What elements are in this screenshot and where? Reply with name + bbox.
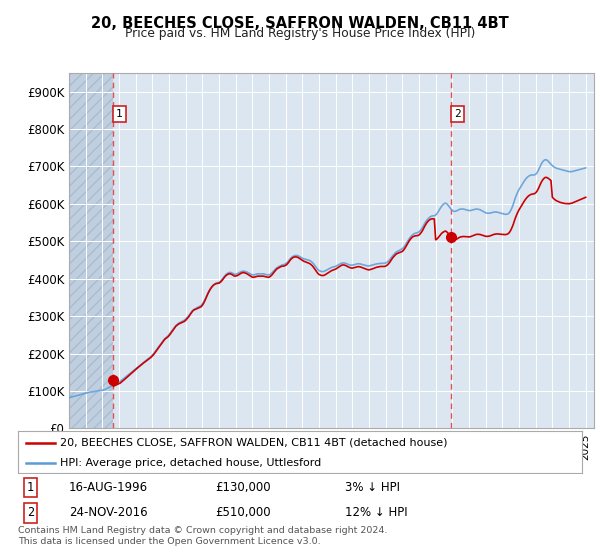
Text: 3% ↓ HPI: 3% ↓ HPI (345, 481, 400, 494)
Text: 2: 2 (27, 506, 34, 519)
Text: HPI: Average price, detached house, Uttlesford: HPI: Average price, detached house, Uttl… (60, 458, 322, 468)
Text: Price paid vs. HM Land Registry's House Price Index (HPI): Price paid vs. HM Land Registry's House … (125, 27, 475, 40)
Text: 20, BEECHES CLOSE, SAFFRON WALDEN, CB11 4BT: 20, BEECHES CLOSE, SAFFRON WALDEN, CB11 … (91, 16, 509, 31)
Text: £510,000: £510,000 (215, 506, 271, 519)
Text: 2: 2 (454, 109, 461, 119)
Text: 12% ↓ HPI: 12% ↓ HPI (345, 506, 408, 519)
Text: 24-NOV-2016: 24-NOV-2016 (69, 506, 148, 519)
Text: 16-AUG-1996: 16-AUG-1996 (69, 481, 148, 494)
Text: 20, BEECHES CLOSE, SAFFRON WALDEN, CB11 4BT (detached house): 20, BEECHES CLOSE, SAFFRON WALDEN, CB11 … (60, 437, 448, 447)
Bar (69, 73, 113, 428)
Text: 1: 1 (27, 481, 34, 494)
Text: £130,000: £130,000 (215, 481, 271, 494)
Text: Contains HM Land Registry data © Crown copyright and database right 2024.
This d: Contains HM Land Registry data © Crown c… (18, 526, 388, 546)
Text: 1: 1 (116, 109, 123, 119)
